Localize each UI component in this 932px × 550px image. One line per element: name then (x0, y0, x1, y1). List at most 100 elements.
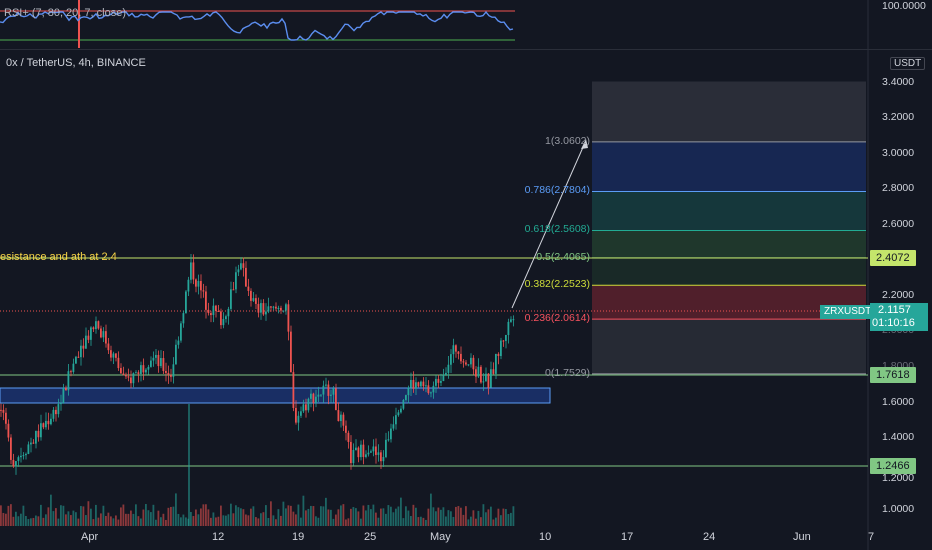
volume-bar (200, 508, 202, 526)
volume-bar (345, 519, 347, 526)
candle-body (420, 381, 422, 387)
fib-level-label[interactable]: 0.5(2.4065) (536, 250, 590, 263)
volume-bar (420, 516, 422, 526)
volume-bar (407, 510, 410, 526)
candle-body (410, 379, 412, 388)
fib-level-label[interactable]: 0(1.7529) (545, 366, 590, 379)
candle-body (405, 395, 407, 400)
pane-separator[interactable] (0, 49, 932, 50)
candle-body (212, 305, 215, 316)
volume-bar (17, 516, 20, 526)
volume-bar (132, 513, 135, 526)
volume-bar (325, 497, 327, 526)
volume-bar (432, 507, 435, 526)
volume-bar (122, 504, 125, 526)
candle-body (445, 372, 447, 376)
candle-body (400, 408, 402, 413)
candle-body (90, 327, 92, 340)
volume-bar (5, 513, 7, 526)
candle-body (300, 411, 302, 416)
fib-level-label[interactable]: 0.786(2.7804) (524, 184, 590, 197)
current-price: 2.1157 (878, 304, 911, 316)
candle-body (485, 373, 487, 382)
volume-bar (40, 504, 42, 526)
volume-bar (205, 504, 207, 526)
candle-body (127, 376, 130, 378)
volume-bar (500, 515, 502, 526)
candle-body (220, 311, 222, 326)
candle-body (62, 387, 65, 403)
price-tick: 3.0000 (882, 147, 915, 159)
candle-body (102, 331, 105, 338)
volume-bar (102, 505, 105, 526)
candle-body (382, 456, 385, 462)
fib-level-label[interactable]: 1(3.0602) (545, 134, 590, 147)
candle-body (267, 306, 270, 312)
candle-body (32, 442, 35, 444)
candle-body (455, 345, 457, 352)
candle-body (92, 327, 95, 330)
candle-body (227, 308, 230, 317)
projection-arrow (511, 144, 585, 309)
volume-bar (412, 504, 415, 526)
volume-bar (170, 506, 172, 526)
candle-body (222, 319, 225, 326)
candle-body (40, 423, 42, 438)
candle-body (100, 328, 102, 338)
volume-bar (357, 511, 360, 526)
volume-bar (275, 519, 277, 526)
volume-bar (330, 509, 332, 526)
volume-bar (302, 495, 305, 526)
candle-body (20, 455, 22, 458)
volume-bar (197, 514, 200, 526)
candle-body (390, 428, 392, 440)
volume-bar (10, 504, 12, 526)
candle-body (202, 290, 205, 292)
volume-bar (142, 509, 145, 526)
candle-body (367, 452, 370, 455)
fib-level-label[interactable]: 0.382(2.2523) (524, 278, 590, 291)
volume-bar (247, 515, 250, 526)
volume-bar (30, 518, 32, 526)
volume-bar (135, 504, 137, 526)
fib-zone (592, 141, 866, 192)
volume-bar (157, 510, 160, 526)
volume-bar (112, 518, 115, 526)
candle-body (35, 430, 37, 444)
candle-body (122, 373, 125, 375)
volume-bar (300, 517, 302, 526)
volume-bar (465, 506, 467, 526)
candle-body (315, 396, 317, 404)
volume-bar (150, 512, 152, 526)
rsi-indicator-label[interactable]: RSI+ (7, 80, 20, 7, close) (4, 7, 126, 19)
candle-body (342, 414, 345, 426)
volume-bar (232, 513, 235, 526)
volume-bar (417, 517, 420, 526)
volume-bar (495, 517, 497, 526)
candle-body (197, 281, 200, 287)
candle-body (377, 452, 380, 455)
candle-body (242, 263, 245, 268)
volume-bar (267, 518, 270, 526)
currency-label[interactable]: USDT (890, 57, 926, 70)
candle-body (60, 402, 62, 405)
candle-body (75, 356, 77, 364)
candle-body (7, 423, 10, 438)
low-price-tag: 1.2466 (870, 458, 916, 474)
volume-bar (437, 507, 440, 526)
volume-bar (322, 506, 325, 526)
symbol-title[interactable]: 0x / TetherUS, 4h, BINANCE (6, 57, 146, 69)
volume-bar (72, 510, 75, 526)
candle-body (250, 290, 252, 301)
volume-bar (187, 518, 190, 526)
fib-level-label[interactable]: 0.618(2.5608) (524, 223, 590, 236)
candle-body (150, 360, 152, 367)
candle-body (375, 446, 377, 455)
candle-body (182, 313, 185, 324)
candle-body (472, 357, 475, 370)
volume-bar (462, 514, 465, 526)
volume-bar (422, 517, 425, 526)
fib-level-label[interactable]: 0.236(2.0614) (524, 312, 590, 325)
